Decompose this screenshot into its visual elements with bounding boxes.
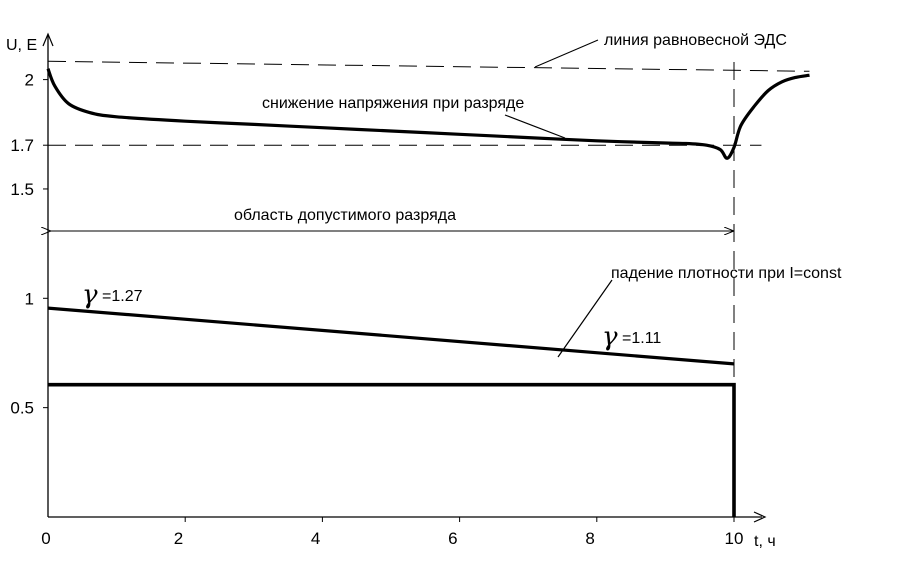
y-axis-arrow-icon [42, 32, 54, 47]
x-tick-label: 4 [311, 529, 320, 548]
x-axis-label: t, ч [754, 533, 776, 550]
gamma-end-symbol: γ [602, 322, 618, 352]
allowed-region-annotation: область допустимого разряда [234, 207, 456, 224]
x-tick-label: 8 [585, 529, 594, 548]
gamma-start-symbol: γ [82, 280, 98, 310]
x-axis-arrow-icon [753, 511, 767, 523]
gamma-start-value: =1.27 [102, 288, 143, 305]
x-tick-label: 10 [725, 529, 744, 548]
voltage-drop-annotation: снижение напряжения при разряде [262, 95, 524, 112]
x-tick-label: 6 [448, 529, 457, 548]
density-line [47, 306, 735, 366]
y-ticks: 2 1.7 1.5 1 0.5 [10, 71, 48, 418]
y-tick-label: 0.5 [10, 399, 34, 418]
voltage-leader-line [504, 114, 566, 139]
x-tick-label: 2 [174, 529, 183, 548]
emf-leader-line [534, 39, 599, 68]
x-ticks: 0 2 4 6 8 10 [41, 517, 743, 548]
density-drop-annotation: падение плотности при I=const [611, 265, 842, 282]
y-tick-label: 2 [25, 71, 34, 90]
emf-annotation: линия равновесной ЭДС [604, 32, 787, 49]
discharge-voltage-curve [46, 68, 810, 160]
density-leader-line [557, 279, 613, 358]
emf-reference-line [47, 60, 810, 72]
current-line [48, 382, 736, 517]
y-axis-label: U, E [6, 37, 37, 54]
x-tick-label: 0 [41, 529, 50, 548]
y-tick-label: 1.7 [10, 136, 34, 155]
gamma-end-value: =1.11 [622, 330, 661, 347]
y-tick-label: 1.5 [10, 180, 34, 199]
y-tick-label: 1 [25, 289, 34, 308]
